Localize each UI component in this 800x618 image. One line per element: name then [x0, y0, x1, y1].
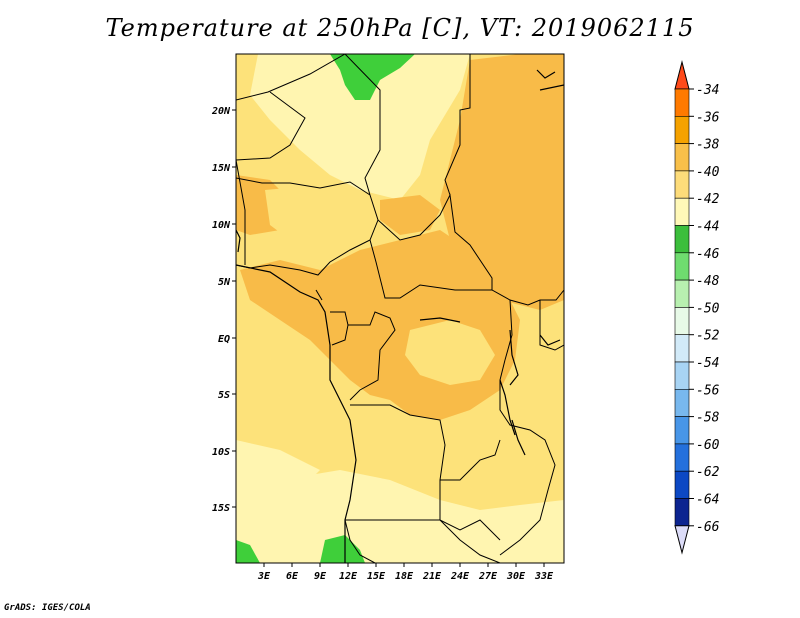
- lon-label: 18E: [395, 571, 414, 582]
- colorbar-label: -56: [696, 383, 720, 398]
- colorbar: -34 -36 -38 -40 -42 -44 -46 -48 -50 -52 -54 -56 -58 -…: [674, 60, 720, 555]
- colorbar-swatch: [674, 443, 690, 472]
- warm-zone-center-north: [380, 195, 440, 235]
- cool-zone-north: [250, 54, 470, 200]
- colorbar-label: -52: [696, 329, 720, 344]
- colorbar-swatch: [674, 225, 690, 254]
- country-borders: [236, 54, 564, 563]
- colorbar-label: -62: [696, 465, 720, 480]
- mid-zone-east: [520, 310, 564, 420]
- cool-zone-southwest: [236, 440, 320, 500]
- lat-label: 5N: [218, 277, 231, 288]
- colorbar-label: -54: [696, 356, 719, 371]
- colorbar-swatch: [674, 143, 690, 172]
- lon-label: 6E: [286, 571, 299, 582]
- colorbar-label: -42: [696, 192, 720, 207]
- lat-label: EQ: [218, 334, 230, 345]
- lat-label: 15S: [212, 503, 230, 514]
- colorbar-label: -58: [696, 411, 720, 426]
- colorbar-label: -34: [696, 83, 719, 98]
- mid-zone-congo: [405, 320, 495, 385]
- lon-label: 27E: [478, 571, 498, 582]
- coastlines: [236, 69, 564, 563]
- credit-text: GrADS: IGES/COLA: [4, 603, 91, 613]
- colorbar-swatch: [674, 361, 690, 390]
- colorbar-swatch: [674, 88, 690, 117]
- colorbar-swatch: [674, 498, 690, 527]
- lon-label: 21E: [422, 571, 442, 582]
- colorbar-swatch: [674, 416, 690, 445]
- latitude-axis: 20N 15N 10N 5N EQ 5S 10S 15S: [211, 106, 236, 514]
- colorbar-swatch: [674, 307, 690, 335]
- colorbar-bottom-arrow: [674, 525, 690, 555]
- colorbar-label: -60: [696, 438, 720, 453]
- lon-label: 9E: [314, 571, 327, 582]
- lat-label: 10N: [212, 220, 231, 231]
- map-frame: [235, 53, 565, 564]
- lat-label: 5S: [218, 390, 230, 401]
- cold-zone-north: [330, 54, 415, 100]
- colorbar-label: -46: [696, 247, 720, 262]
- cool-zone-south: [236, 470, 564, 563]
- lon-label: 30E: [506, 571, 526, 582]
- lon-label: 3E: [257, 571, 271, 582]
- lon-label: 12E: [339, 571, 358, 582]
- colorbar-label: -48: [696, 274, 720, 289]
- cold-zone-south: [320, 535, 365, 563]
- mid-zone-nigeria: [265, 185, 365, 245]
- colorbar-label: -38: [696, 138, 720, 153]
- chart-title: Temperature at 250hPa [C], VT: 201906211…: [105, 14, 695, 42]
- colorbar-label: -44: [696, 220, 719, 235]
- lon-label: 33E: [534, 571, 554, 582]
- cold-zone-southwest: [236, 540, 260, 563]
- colorbar-swatch: [674, 388, 690, 417]
- colorbar-label: -40: [696, 165, 720, 180]
- colorbar-top-arrow: [674, 60, 690, 90]
- colorbar-swatch: [674, 334, 690, 363]
- colorbar-label: -64: [696, 493, 719, 508]
- colorbar-label: -66: [696, 520, 720, 535]
- colorbar-swatch: [674, 197, 690, 226]
- colorbar-swatch: [674, 279, 690, 308]
- colorbar-swatch: [674, 252, 690, 281]
- lat-label: 10S: [212, 447, 230, 458]
- colorbar-swatch: [674, 116, 690, 144]
- map-area: [236, 54, 564, 563]
- colorbar-label: -36: [696, 110, 720, 125]
- lon-label: 15E: [367, 571, 386, 582]
- colorbar-swatch: [674, 470, 690, 499]
- colorbar-swatch: [674, 170, 690, 199]
- lat-label: 20N: [211, 106, 231, 117]
- colorbar-label: -50: [696, 301, 720, 316]
- longitude-axis: 3E 6E 9E 12E 15E 18E 21E 24E 27E 30E 33E: [257, 563, 554, 582]
- lon-label: 24E: [450, 571, 470, 582]
- lat-label: 15N: [212, 163, 231, 174]
